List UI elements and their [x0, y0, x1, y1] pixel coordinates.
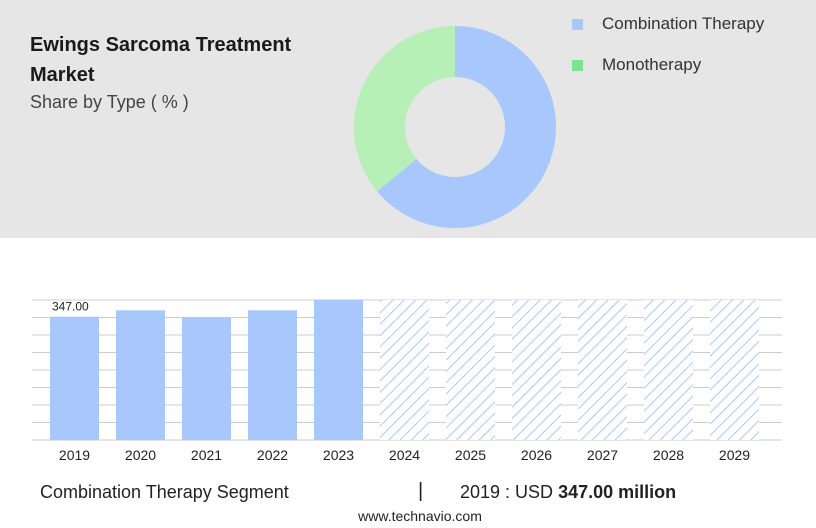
x-tick-label: 2024 [389, 447, 420, 463]
legend: Combination Therapy Monotherapy [570, 13, 764, 95]
legend-label: Combination Therapy [602, 14, 765, 33]
value-prefix: 2019 : USD [460, 482, 559, 502]
x-tick-label: 2022 [257, 447, 288, 463]
donut-chart [354, 26, 556, 228]
x-tick-label: 2025 [455, 447, 486, 463]
x-tick-label: 2023 [323, 447, 354, 463]
bar-2021[interactable] [182, 317, 231, 440]
x-tick-label: 2027 [587, 447, 618, 463]
x-tick-label: 2028 [653, 447, 684, 463]
chart-subtitle: Share by Type ( % ) [30, 92, 189, 112]
bar-2020[interactable] [116, 310, 165, 440]
bar-2022[interactable] [248, 310, 297, 440]
bar-2025[interactable] [446, 300, 495, 440]
source-link[interactable]: www.technavio.com [358, 508, 482, 524]
x-tick-label: 2019 [59, 447, 90, 463]
bar-2028[interactable] [644, 300, 693, 440]
bar-2029[interactable] [710, 300, 759, 440]
data-label: 347.00 [52, 300, 89, 314]
x-tick-label: 2021 [191, 447, 222, 463]
segment-value: 2019 : USD 347.00 million [460, 482, 676, 503]
chart-title: Ewings Sarcoma Treatment Market [30, 34, 292, 86]
legend-item-monotherapy[interactable]: Monotherapy [570, 54, 764, 76]
bar-chart: 2019 2020 2021 2022 2023 2024 2025 2026 2027 2028… [32, 299, 782, 463]
bar-2026[interactable] [512, 300, 561, 440]
bar-2027[interactable] [578, 300, 627, 440]
x-tick-label: 2026 [521, 447, 552, 463]
bar-2023[interactable] [314, 300, 363, 440]
footer-separator: | [418, 480, 424, 502]
legend-swatch [572, 59, 583, 71]
x-tick-label: 2020 [125, 447, 156, 463]
value-amount: 347.00 million [558, 482, 677, 502]
legend-label: Monotherapy [602, 55, 702, 74]
donut-slice-combination-therapy[interactable] [377, 26, 556, 228]
legend-swatch [572, 18, 583, 30]
x-tick-label: 2029 [719, 447, 750, 463]
segment-label: Combination Therapy Segment [40, 482, 289, 502]
bar-2024[interactable] [380, 300, 429, 440]
bar-2019[interactable] [50, 316, 99, 440]
legend-item-combination-therapy[interactable]: Combination Therapy [570, 13, 764, 35]
donut-slice-monotherapy[interactable] [354, 26, 455, 192]
